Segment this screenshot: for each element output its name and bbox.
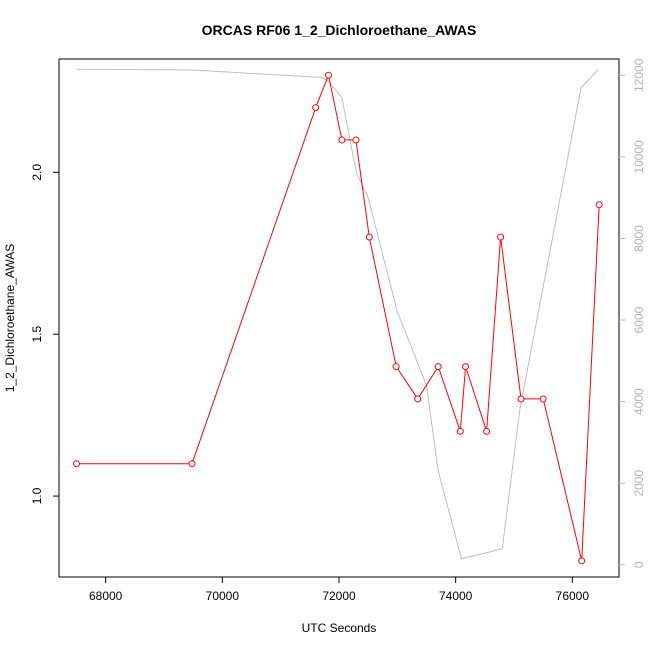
y2-tick-label: 6000 <box>632 306 646 333</box>
y2-tick-label: 0 <box>632 561 646 568</box>
data-point <box>578 557 586 565</box>
x-tick-label: 70000 <box>206 589 240 603</box>
data-point <box>539 395 547 403</box>
y-axis: 1.0 1.5 2.0 <box>30 164 59 504</box>
gray-series-line <box>76 68 599 560</box>
y2-tick-label: 2000 <box>632 470 646 497</box>
y2-tick-label: 8000 <box>632 225 646 252</box>
series-layer <box>73 68 603 565</box>
plot-frame <box>58 58 620 578</box>
red-series-line <box>76 73 600 561</box>
y2-tick-label: 10000 <box>632 140 646 174</box>
data-point <box>188 460 196 468</box>
x-axis-label: UTC Seconds <box>302 621 377 635</box>
data-point <box>517 395 525 403</box>
data-point <box>414 395 422 403</box>
data-point <box>73 460 80 468</box>
data-point <box>392 363 400 371</box>
data-point <box>312 104 320 112</box>
y-axis-label: 1_2_Dichloroethane_AWAS <box>3 244 17 393</box>
data-point <box>325 71 332 79</box>
right-y-axis: 0 2000 4000 6000 8000 10000 12000 <box>619 58 646 568</box>
data-point <box>497 233 505 241</box>
x-axis: 68000 70000 72000 74000 76000 <box>89 577 589 603</box>
data-point <box>595 201 603 209</box>
y-tick-label: 2.0 <box>30 164 44 181</box>
x-tick-label: 74000 <box>439 589 473 603</box>
data-point <box>483 427 491 435</box>
data-point <box>456 427 464 435</box>
x-tick-label: 68000 <box>89 589 123 603</box>
y2-tick-label: 12000 <box>632 58 646 92</box>
x-tick-label: 72000 <box>322 589 356 603</box>
data-point <box>352 136 360 144</box>
data-point <box>462 363 470 371</box>
data-point <box>338 136 346 144</box>
y2-tick-label: 4000 <box>632 388 646 415</box>
y-tick-label: 1.5 <box>30 326 44 343</box>
data-point <box>365 233 373 241</box>
x-tick-label: 76000 <box>556 589 590 603</box>
y-tick-label: 1.0 <box>30 487 44 504</box>
chart-title: ORCAS RF06 1_2_Dichloroethane_AWAS <box>202 22 477 38</box>
data-point <box>434 363 442 371</box>
